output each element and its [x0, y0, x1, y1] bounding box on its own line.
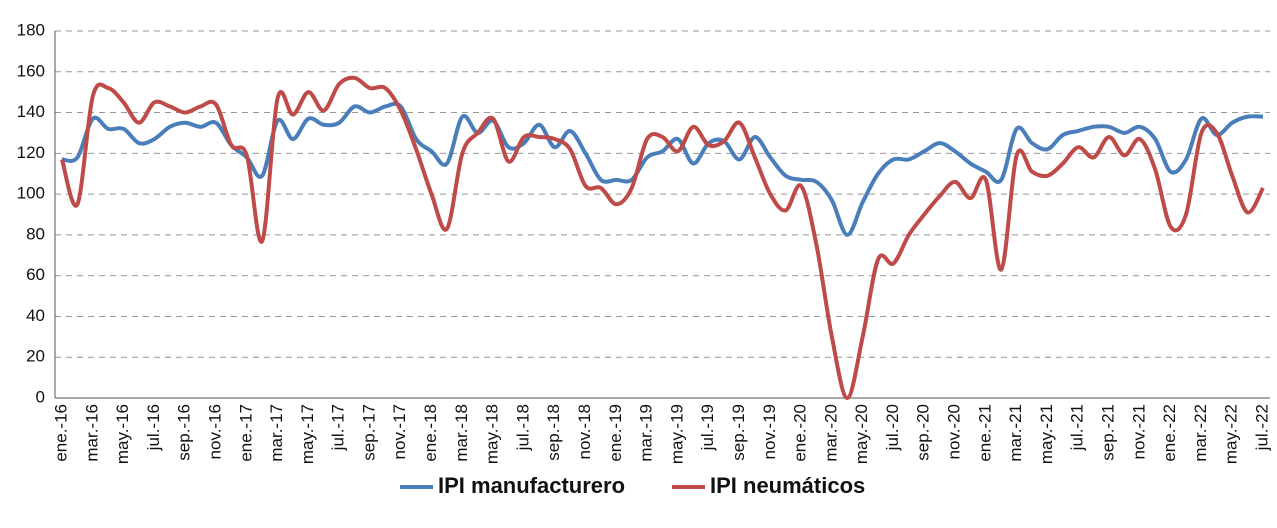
- x-tick-label: jul.-16: [144, 404, 163, 451]
- x-tick-label: mar.-16: [82, 404, 101, 462]
- x-tick-label: jul.-18: [513, 404, 532, 451]
- x-tick-label: ene.-20: [791, 404, 810, 462]
- x-tick-label: mar.-19: [637, 404, 656, 462]
- x-tick-label: ene.-22: [1160, 404, 1179, 462]
- legend-label: IPI manufacturero: [438, 473, 625, 498]
- x-tick-label: ene.-21: [975, 404, 994, 462]
- x-tick-label: ene.-16: [51, 404, 70, 462]
- x-tick-label: jul.-17: [329, 404, 348, 451]
- x-tick-label: mar.-21: [1006, 404, 1025, 462]
- x-tick-label: may.-16: [113, 404, 132, 464]
- x-tick-label: nov.-17: [390, 404, 409, 459]
- y-tick-label: 20: [26, 347, 45, 366]
- x-tick-label: sep.-17: [359, 404, 378, 461]
- x-tick-label: may.-17: [298, 404, 317, 464]
- x-tick-label: sep.-18: [544, 404, 563, 461]
- x-tick-label: jul.-20: [883, 404, 902, 451]
- x-tick-label: nov.-16: [205, 404, 224, 459]
- x-tick-label: jul.-19: [698, 404, 717, 451]
- y-tick-label: 100: [17, 184, 45, 203]
- x-tick-label: nov.-18: [575, 404, 594, 459]
- series-line: [61, 101, 1264, 237]
- x-tick-label: sep.-19: [729, 404, 748, 461]
- y-tick-label: 80: [26, 224, 45, 243]
- y-tick-label: 60: [26, 265, 45, 284]
- legend-label: IPI neumáticos: [710, 473, 865, 498]
- x-tick-label: may.-19: [667, 404, 686, 464]
- y-tick-label: 180: [17, 20, 45, 39]
- x-tick-label: mar.-20: [821, 404, 840, 462]
- x-tick-label: may.-20: [852, 404, 871, 464]
- y-tick-label: 40: [26, 306, 45, 325]
- series-line: [60, 75, 1265, 400]
- x-tick-label: mar.-18: [452, 404, 471, 462]
- x-tick-label: sep.-20: [914, 404, 933, 461]
- x-tick-label: ene.-17: [236, 404, 255, 462]
- x-tick-label: sep.-21: [1099, 404, 1118, 461]
- y-tick-label: 140: [17, 102, 45, 121]
- x-tick-label: jul.-22: [1252, 404, 1271, 451]
- x-tick-label: mar.-17: [267, 404, 286, 462]
- x-tick-label: ene.-19: [606, 404, 625, 462]
- y-tick-label: 0: [36, 387, 45, 406]
- x-tick-label: ene.-18: [421, 404, 440, 462]
- x-tick-label: may.-21: [1037, 404, 1056, 464]
- x-tick-label: jul.-21: [1068, 404, 1087, 451]
- x-tick-label: nov.-20: [945, 404, 964, 459]
- y-tick-label: 160: [17, 61, 45, 80]
- x-tick-label: nov.-21: [1129, 404, 1148, 459]
- x-tick-label: nov.-19: [760, 404, 779, 459]
- x-tick-label: may.-18: [483, 404, 502, 464]
- x-tick-label: mar.-22: [1191, 404, 1210, 462]
- x-tick-label: may.-22: [1222, 404, 1241, 464]
- y-tick-label: 120: [17, 143, 45, 162]
- x-tick-label: sep.-16: [175, 404, 194, 461]
